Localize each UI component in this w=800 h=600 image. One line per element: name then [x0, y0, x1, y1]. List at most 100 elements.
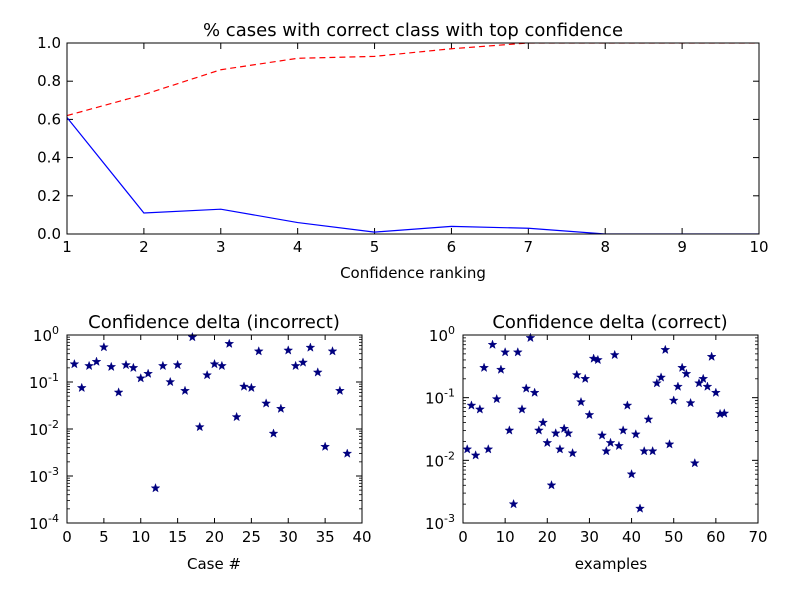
correct-data-point — [626, 469, 637, 479]
y-tick-label: 10-4 — [29, 512, 59, 533]
correct-data-point — [479, 362, 490, 372]
correct-data-point — [559, 423, 570, 433]
x-tick-label: 4 — [293, 238, 303, 256]
x-tick-label: 7 — [524, 238, 534, 256]
dashed-series-line — [67, 43, 759, 117]
correct-data-point — [672, 381, 683, 391]
correct-data-point — [567, 448, 578, 458]
x-tick-label: 8 — [600, 238, 610, 256]
incorrect-data-point — [128, 362, 139, 373]
y-tick-label: 100 — [33, 324, 59, 345]
correct-data-point — [491, 393, 502, 404]
correct-data-point — [580, 373, 591, 383]
correct-data-point — [554, 444, 565, 454]
incorrect-data-point — [275, 403, 286, 413]
correct-data-point — [500, 347, 511, 357]
incorrect-data-point — [76, 382, 87, 393]
correct-data-point — [613, 440, 624, 451]
correct-data-point — [504, 425, 515, 435]
correct-data-point — [538, 417, 549, 427]
correct-data-point — [529, 387, 540, 397]
incorrect-data-point — [91, 356, 102, 366]
correct-data-point — [474, 404, 485, 414]
incorrect-data-point — [268, 428, 279, 438]
incorrect-data-point — [253, 346, 264, 356]
correct-data-point — [719, 408, 730, 418]
correct-chart-points — [462, 332, 730, 513]
correct-data-point — [584, 409, 595, 420]
incorrect-data-point — [334, 385, 345, 395]
incorrect-data-point — [157, 360, 168, 371]
incorrect-data-point — [261, 398, 272, 408]
incorrect-data-point — [298, 357, 308, 367]
x-tick-label: 50 — [664, 528, 683, 546]
top-chart-series — [67, 43, 759, 234]
y-tick-label: 10-2 — [425, 449, 455, 470]
correct-chart-frame — [462, 334, 759, 524]
y-tick-label: 10-1 — [425, 387, 455, 408]
x-tick-label: 20 — [205, 528, 224, 546]
correct-data-point — [525, 332, 536, 343]
x-tick-label: 0 — [458, 528, 468, 546]
y-tick-label: 100 — [429, 324, 455, 345]
incorrect-data-point — [305, 342, 316, 352]
correct-data-point — [462, 444, 473, 454]
incorrect-data-point — [187, 331, 198, 342]
incorrect-data-point — [224, 338, 235, 348]
scatter-chart-incorrect: Confidence delta (incorrect) Case # 0 5 10… — [29, 312, 372, 573]
incorrect-data-point — [84, 360, 95, 371]
line-chart-top: % cases with correct class with top conf… — [37, 20, 768, 282]
correct-data-point — [533, 425, 544, 435]
correct-data-point — [466, 400, 477, 410]
correct-data-point — [639, 445, 650, 456]
correct-data-point — [710, 387, 721, 397]
incorrect-data-point — [320, 441, 331, 451]
x-tick-label: 15 — [168, 528, 187, 546]
correct-data-point — [664, 439, 675, 449]
correct-data-point — [630, 429, 641, 439]
top-chart-title: % cases with correct class with top conf… — [203, 20, 623, 41]
correct-data-point — [550, 428, 561, 438]
correct-data-point — [609, 349, 620, 360]
correct-data-point — [571, 369, 582, 380]
y-tick-label: 1.0 — [37, 34, 61, 52]
incorrect-data-point — [290, 360, 301, 371]
incorrect-data-point — [180, 385, 190, 395]
y-tick-label: 0.6 — [37, 110, 61, 128]
incorrect-chart-points — [69, 331, 353, 493]
incorrect-data-point — [202, 369, 213, 380]
incorrect-data-point — [150, 483, 161, 493]
correct-data-point — [660, 344, 671, 355]
correct-chart-xlabel: examples — [575, 555, 648, 573]
x-tick-label: 2 — [139, 238, 149, 256]
incorrect-data-point — [143, 368, 154, 378]
x-tick-label: 10 — [749, 238, 768, 256]
correct-data-point — [521, 383, 532, 393]
x-tick-label: 30 — [279, 528, 298, 546]
correct-data-point — [685, 397, 696, 408]
correct-data-point — [592, 354, 603, 365]
correct-data-point — [546, 480, 557, 490]
correct-data-point — [576, 396, 586, 407]
x-tick-label: 60 — [706, 528, 725, 546]
correct-data-point — [677, 362, 688, 372]
incorrect-data-point — [312, 367, 323, 377]
x-tick-label: 5 — [370, 238, 380, 256]
y-tick-label: 0.8 — [37, 72, 61, 90]
incorrect-data-point — [327, 346, 338, 356]
correct-data-point — [605, 437, 616, 448]
x-tick-label: 25 — [242, 528, 261, 546]
correct-data-point — [470, 450, 481, 460]
correct-data-point — [517, 404, 527, 414]
top-chart-ticks: 1 2 3 4 5 6 7 8 9 10 0.0 0.2 0.4 0.6 0.8 1.0 — [37, 34, 768, 256]
correct-data-point — [635, 503, 645, 513]
incorrect-data-point — [283, 345, 294, 355]
x-tick-label: 3 — [216, 238, 226, 256]
correct-data-point — [622, 400, 633, 410]
y-tick-label: 10-3 — [425, 512, 455, 533]
correct-data-point — [698, 373, 709, 383]
correct-data-point — [483, 444, 494, 454]
x-tick-label: 0 — [62, 528, 72, 546]
